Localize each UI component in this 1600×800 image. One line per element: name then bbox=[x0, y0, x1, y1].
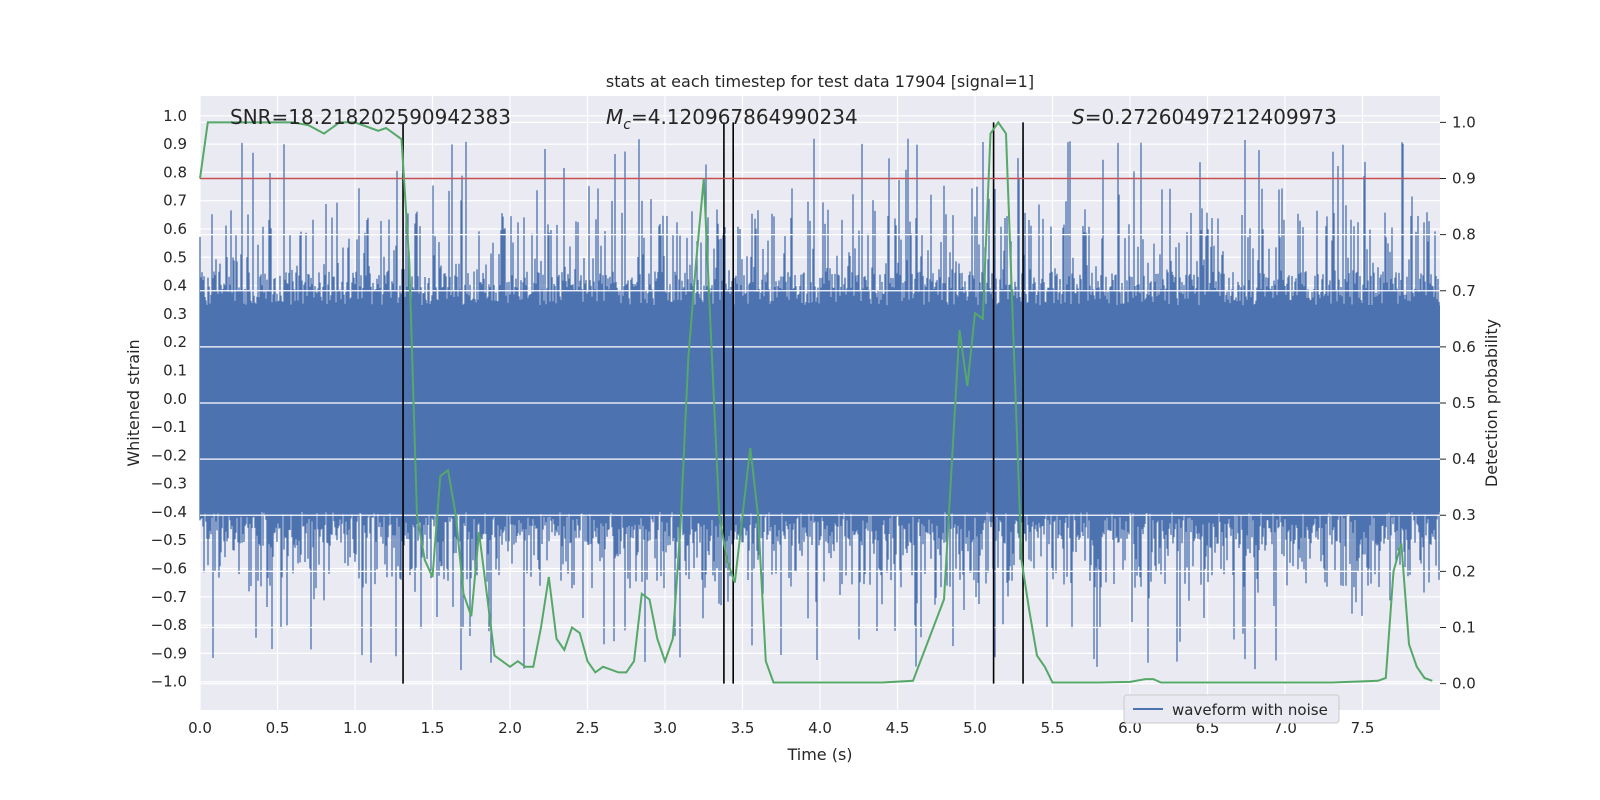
y2-tick-label: 0.7 bbox=[1452, 282, 1476, 300]
legend-box bbox=[1123, 694, 1340, 724]
x-tick-label: 0.5 bbox=[266, 719, 290, 737]
x-tick-label: 1.5 bbox=[421, 719, 445, 737]
waveform-series bbox=[199, 138, 1440, 671]
y2-tick-label: 1.0 bbox=[1452, 113, 1476, 131]
x-tick-label: 2.5 bbox=[576, 719, 600, 737]
x-tick-label: 2.0 bbox=[498, 719, 522, 737]
waveform-band bbox=[200, 305, 1440, 512]
y2-tick-label: 0.5 bbox=[1452, 394, 1476, 412]
x-tick-label: 0.0 bbox=[188, 719, 212, 737]
x-tick-label: 4.0 bbox=[808, 719, 832, 737]
s-annotation: S=0.27260497212409973 bbox=[1072, 105, 1337, 129]
s-symbol: S bbox=[1072, 105, 1085, 129]
y-tick-label: −0.9 bbox=[151, 644, 187, 662]
x-axis-ticks: 0.0 0.5 1.0 1.5 2.0 2.5 3.0 3.5 4.0 4.5 5.0 5.5 6.0 6… bbox=[188, 719, 1374, 737]
y-tick-label: 0.3 bbox=[163, 305, 187, 323]
y-tick-label: 0.4 bbox=[163, 277, 187, 295]
x-tick-label: 3.0 bbox=[653, 719, 677, 737]
y2-tick-label: 0.9 bbox=[1452, 170, 1476, 188]
y2-tick-label: 0.6 bbox=[1452, 338, 1476, 356]
y2-tick-label: 0.4 bbox=[1452, 450, 1476, 468]
x-axis-label: Time (s) bbox=[786, 745, 852, 764]
x-tick-label: 4.5 bbox=[886, 719, 910, 737]
y-tick-label: −0.4 bbox=[151, 503, 187, 521]
y-tick-label: 0.2 bbox=[163, 333, 187, 351]
x-tick-label: 1.0 bbox=[343, 719, 367, 737]
y-tick-label: 0.5 bbox=[163, 248, 187, 266]
y2-tick-label: 0.3 bbox=[1452, 506, 1476, 524]
vertical-lines bbox=[402, 122, 1024, 684]
y-tick-label: 0.7 bbox=[163, 192, 187, 210]
y-tick-label: −0.7 bbox=[151, 588, 187, 606]
mc-value: =4.120967864990234 bbox=[631, 105, 858, 129]
y2-tick-label: 0.0 bbox=[1452, 675, 1476, 693]
y-tick-label: 1.0 bbox=[163, 107, 187, 125]
y-axis-ticks: 1.0 0.9 0.8 0.7 0.6 0.5 0.4 0.3 0.2 0.1 0.0 −0.1 −0.… bbox=[151, 107, 187, 691]
s-value: =0.27260497212409973 bbox=[1085, 105, 1337, 129]
y-tick-label: −0.2 bbox=[151, 446, 187, 464]
y-tick-label: −0.6 bbox=[151, 560, 187, 578]
y-tick-label: 0.9 bbox=[163, 135, 187, 153]
y2-tick-label: 0.1 bbox=[1452, 618, 1476, 636]
x-tick-label: 5.5 bbox=[1041, 719, 1065, 737]
mc-subscript: c bbox=[623, 117, 631, 133]
y2-tick-label: 0.2 bbox=[1452, 562, 1476, 580]
legend-label: waveform with noise bbox=[1172, 701, 1328, 719]
y-tick-label: −0.5 bbox=[151, 531, 187, 549]
y-axis-label: Whitened strain bbox=[124, 339, 143, 466]
y2-axis-ticks: 1.0 0.9 0.8 0.7 0.6 0.5 0.4 0.3 0.2 0.1 0.0 bbox=[1440, 113, 1476, 693]
y-tick-label: −0.3 bbox=[151, 475, 187, 493]
y-tick-label: −0.1 bbox=[151, 418, 187, 436]
probability-line bbox=[199, 120, 1433, 684]
mc-symbol: M bbox=[606, 105, 623, 129]
chart-title: stats at each timestep for test data 179… bbox=[606, 72, 1034, 91]
snr-annotation: SNR=18.218202590942383 bbox=[230, 105, 511, 129]
probability-series bbox=[199, 120, 1433, 684]
x-tick-label: 3.5 bbox=[731, 719, 755, 737]
legend: waveform with noise bbox=[1123, 694, 1340, 724]
y-tick-label: 0.1 bbox=[163, 361, 187, 379]
y2-tick-label: 0.8 bbox=[1452, 226, 1476, 244]
y-tick-label: −0.8 bbox=[151, 616, 187, 634]
y-tick-label: 0.6 bbox=[163, 220, 187, 238]
y2-axis-label: Detection probability bbox=[1482, 319, 1501, 487]
y-tick-label: −1.0 bbox=[151, 673, 187, 691]
mc-annotation: Mc=4.120967864990234 bbox=[606, 105, 858, 133]
x-tick-label: 5.0 bbox=[963, 719, 987, 737]
y-tick-label: 0.8 bbox=[163, 163, 187, 181]
y-tick-label: 0.0 bbox=[163, 390, 187, 408]
x-tick-label: 7.5 bbox=[1351, 719, 1375, 737]
